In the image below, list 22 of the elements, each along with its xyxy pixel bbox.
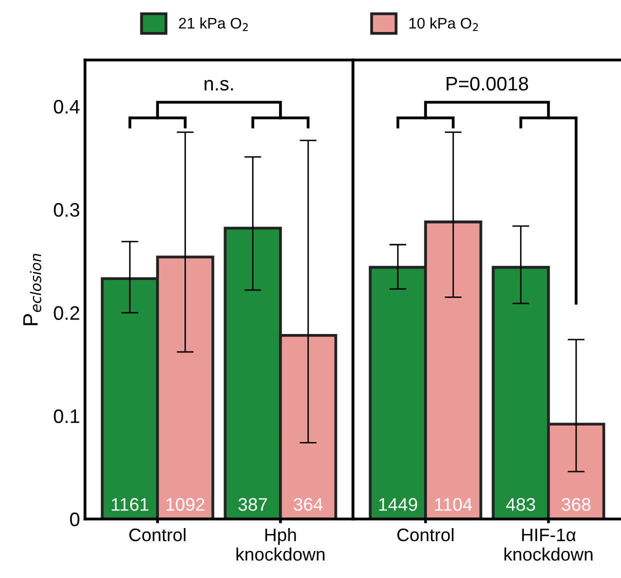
annotation: 364 — [294, 498, 323, 511]
x-tick-label: Control — [397, 528, 454, 542]
legend-label: 10 kPa O$_{2}$ — [409, 17, 478, 31]
x-tick-label: Hph knockdown — [236, 528, 324, 561]
x-tick-label: Control — [129, 528, 186, 542]
y-tick-label: 0 — [70, 512, 80, 526]
annotation: 368 — [562, 498, 590, 511]
annotation: 1161 — [112, 498, 148, 511]
y-tick-label: 0.4 — [54, 100, 80, 114]
annotation: 1092 — [166, 498, 204, 511]
annotation: 483 — [506, 498, 536, 511]
annotation: 1104 — [435, 498, 472, 511]
annotation: 387 — [238, 498, 267, 511]
annotation: n.s. — [204, 80, 233, 91]
y-tick-label: 0.3 — [54, 203, 80, 217]
annotation: 1449 — [379, 498, 418, 511]
y-tick-label: 0.1 — [54, 409, 80, 424]
x-tick-label: HIF-1α knockdown — [504, 528, 592, 561]
legend-label: 21 kPa O$_{2}$ — [178, 17, 248, 31]
annotation: P=0.0018 — [446, 76, 528, 91]
y-axis-title: P$_{eclosion}$ — [23, 254, 42, 326]
y-tick-label: 0.2 — [54, 306, 80, 320]
